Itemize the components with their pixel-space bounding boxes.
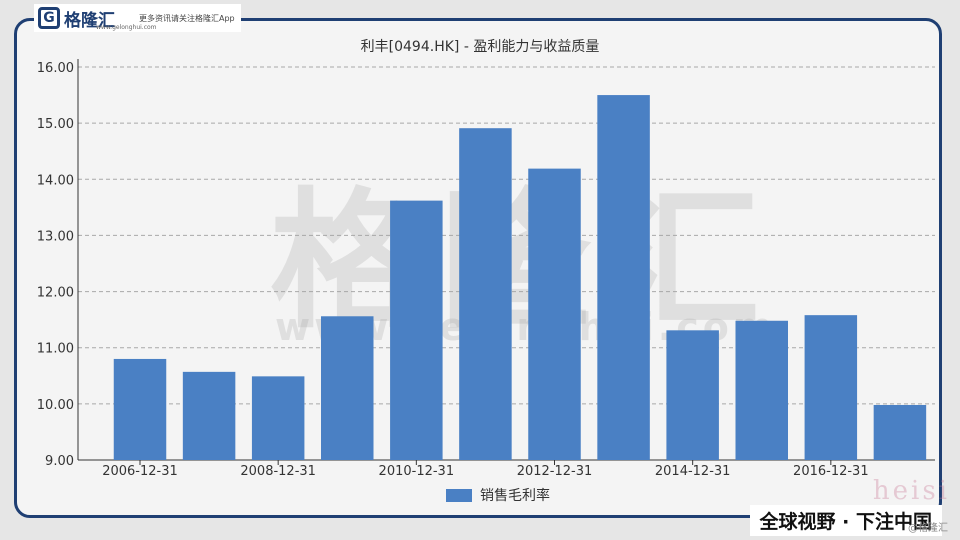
bar-2006-12-31 [113,358,167,460]
footer-slogan: 全球视野 · 下注中国 [749,505,942,536]
y-tick-label: 14.00 [37,173,74,188]
x-tick-label: 2014-12-31 [655,464,731,479]
y-tick-label: 9.00 [45,454,74,469]
bar-2016-12-31 [804,315,858,460]
corner-watermark: heisi [872,476,950,506]
y-tick-label: 10.00 [37,398,74,413]
bar-2007-12-31 [182,371,236,460]
legend: 销售毛利率 [446,485,550,505]
y-tick-label: 11.00 [37,342,74,357]
bar-2011-12-31 [459,128,512,460]
bar-2009-12-31 [320,316,374,460]
brand-header: G 格隆汇 www.gelonghui.com 更多资讯请关注格隆汇App [34,4,241,32]
bar-2008-12-31 [251,376,305,460]
bar-2015-12-31 [735,320,789,460]
brand-url: www.gelonghui.com [96,24,157,31]
bar-2013-12-31 [597,95,650,461]
y-tick-label: 16.00 [37,61,74,76]
bar-2017-12-31 [873,404,927,460]
chart-title: 利丰[0494.HK] - 盈利能力与收益质量 [360,39,600,55]
corner-sub-mark: @格隆汇 [908,523,948,534]
x-tick-label: 2008-12-31 [240,464,316,479]
y-tick-label: 13.00 [37,229,74,244]
x-tick-label: 2006-12-31 [102,464,178,479]
legend-label: 销售毛利率 [480,488,550,504]
bar-2012-12-31 [528,168,581,460]
brand-logo-icon: G [38,7,60,29]
y-tick-label: 15.00 [37,117,74,132]
y-tick-label: 12.00 [37,286,74,301]
x-tick-label: 2016-12-31 [793,464,869,479]
legend-swatch [446,488,472,502]
brand-name: 格隆汇 [64,10,115,31]
x-tick-label: 2012-12-31 [517,464,593,479]
x-tick-label: 2010-12-31 [379,464,455,479]
bar-2014-12-31 [666,330,719,460]
brand-slogan: 更多资讯请关注格隆汇App [139,13,235,23]
bar-2010-12-31 [390,200,443,460]
